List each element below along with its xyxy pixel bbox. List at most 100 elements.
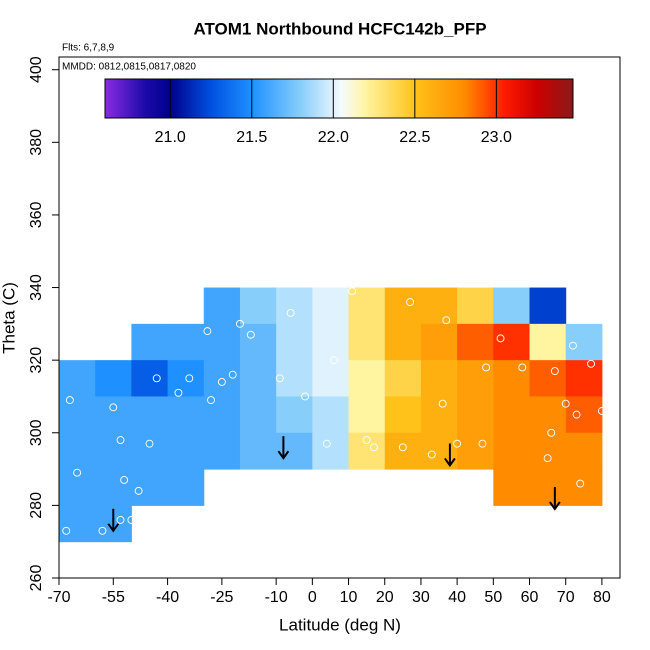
chart-title: ATOM1 Northbound HCFC142b_PFP: [193, 19, 486, 38]
sample-point: [518, 363, 527, 372]
heat-cell: [493, 323, 531, 361]
sample-point: [116, 436, 125, 444]
heat-cell: [457, 360, 494, 397]
heat-cell: [312, 287, 350, 325]
colorbar-tick-label: 23.0: [481, 129, 512, 146]
plot-frame: [58, 56, 621, 579]
heat-cell: [493, 432, 531, 470]
y-tick-label: 400: [28, 56, 45, 83]
sample-point: [152, 374, 161, 383]
heat-cell: [95, 432, 132, 470]
heat-cell: [59, 396, 96, 434]
heat-cell: [276, 323, 313, 361]
heat-cell: [384, 396, 422, 434]
sample-point: [330, 356, 339, 365]
heat-cell: [203, 396, 241, 434]
heat-cell: [312, 360, 350, 397]
heat-cell: [59, 360, 96, 397]
arrow: [549, 487, 561, 511]
sample-point: [228, 370, 237, 379]
x-tick-label: -25: [210, 589, 233, 606]
sample-point: [120, 476, 129, 484]
sample-point: [568, 341, 577, 350]
heat-cell: [565, 396, 603, 434]
x-tick-label: 60: [521, 589, 539, 606]
heat-cell: [239, 396, 277, 434]
heat-cell: [312, 323, 350, 361]
sample-point: [217, 377, 226, 386]
heat-cell: [565, 432, 603, 470]
heat-cell: [312, 396, 350, 434]
heat-cell: [239, 432, 277, 470]
colorbar-tick-label: 22.0: [318, 129, 349, 146]
sample-point: [550, 367, 559, 376]
y-axis-label: Theta (C): [0, 282, 18, 354]
sample-point: [565, 508, 574, 517]
sample-point: [587, 359, 595, 368]
arrow-head: [107, 523, 120, 533]
heat-cell: [348, 396, 386, 434]
arrow-head: [549, 501, 561, 511]
sample-point: [597, 407, 606, 415]
heat-cell: [529, 360, 567, 397]
heat-cell: [131, 396, 169, 434]
y-tick-label: 300: [28, 419, 45, 446]
heat-cell: [384, 287, 422, 325]
sample-point: [185, 374, 194, 383]
sample-point: [246, 330, 255, 339]
heat-cell: [420, 287, 458, 325]
sample-point: [543, 454, 552, 463]
heat-cell: [529, 432, 567, 470]
sample-point: [496, 334, 505, 343]
sample-point: [427, 450, 436, 459]
heat-cell: [239, 360, 277, 397]
heat-cell: [420, 360, 458, 397]
sample-point: [109, 403, 118, 412]
x-tick-label: -10: [265, 589, 288, 606]
heat-cell: [59, 505, 96, 543]
heat-cell: [276, 432, 313, 470]
annotation: MMDD: 0812,0815,0817,0820: [62, 62, 196, 73]
x-tick-label: 0: [308, 589, 317, 606]
heat-cell: [348, 360, 386, 397]
heat-cell: [95, 469, 132, 506]
x-tick-label: 80: [593, 589, 611, 606]
sample-point: [279, 276, 288, 285]
heat-cell: [276, 396, 313, 434]
sample-point: [453, 439, 462, 448]
heat-cell: [493, 396, 531, 434]
sample-point: [561, 272, 570, 281]
heat-cell: [457, 396, 494, 434]
sample-point: [286, 309, 295, 317]
heat-cell: [239, 287, 277, 325]
colorbar: [104, 78, 574, 119]
x-tick-label: 70: [557, 589, 575, 606]
heat-cell: [493, 287, 531, 325]
sample-point: [482, 363, 491, 372]
colorbar-tick-label: 21.5: [236, 129, 267, 146]
sample-point: [127, 515, 136, 524]
sample-point: [73, 468, 82, 477]
heat-cell: [167, 323, 205, 361]
heat-cell: [420, 323, 458, 361]
sample-point: [308, 265, 317, 274]
heat-cell: [457, 287, 494, 325]
heat-cell: [457, 432, 494, 470]
heat-cell: [276, 360, 313, 397]
y-tick-label: 320: [28, 347, 45, 374]
heat-cell: [167, 396, 205, 434]
sample-point: [62, 526, 71, 535]
y-tick-label: 260: [28, 565, 45, 592]
x-tick-label: -40: [156, 589, 179, 606]
heat-cell: [348, 287, 386, 325]
sample-point: [406, 298, 415, 307]
y-tick-label: 280: [28, 492, 45, 519]
x-tick-label: 20: [376, 589, 394, 606]
x-tick-label: 10: [340, 589, 358, 606]
sample-point: [561, 399, 570, 408]
sample-point: [572, 410, 581, 419]
sample-point: [116, 515, 125, 524]
sample-point: [65, 396, 74, 405]
heat-cell: [131, 323, 169, 361]
